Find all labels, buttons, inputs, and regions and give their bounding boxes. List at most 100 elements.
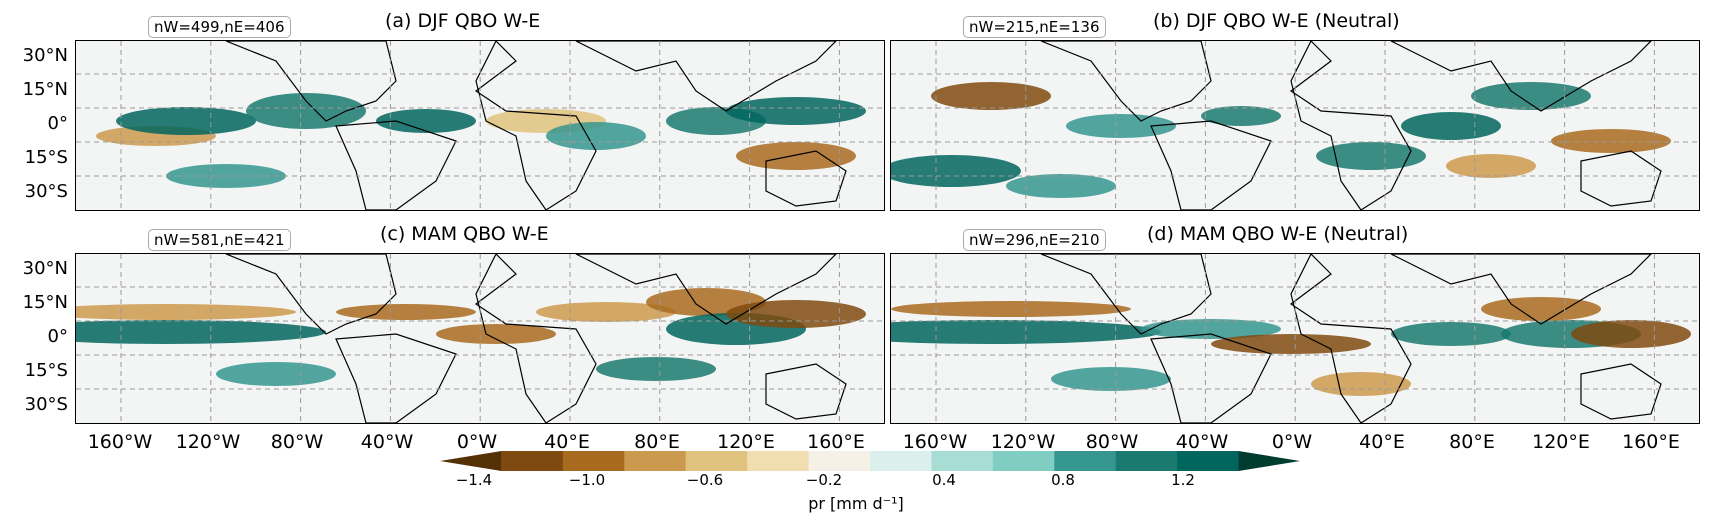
colorbar-segment [1054,451,1117,471]
lon-label: 120°W [990,431,1056,453]
anomaly-blob [1481,297,1601,321]
anomaly-blob [1066,114,1176,138]
sample-count-badge: nW=581,nE=421 [148,229,291,251]
precip-anomaly-map [890,253,1700,424]
anomaly-blob [336,304,476,320]
lat-label: 15°S [24,147,68,168]
lon-label: 120°W [175,431,241,453]
panel-title: (a) DJF QBO W-E [385,10,541,32]
sample-count-badge: nW=296,nE=210 [963,229,1106,251]
lon-label: 120°E [1532,431,1590,453]
anomaly-blob [76,320,326,344]
lat-label: 15°S [24,360,68,381]
anomaly-blob [166,164,286,188]
colorbar-segment [685,451,748,471]
precip-anomaly-map [75,253,885,424]
map-graphic [891,41,1699,210]
lon-label: 40°W [360,431,414,453]
anomaly-blob [931,82,1051,110]
anomaly-blob [1201,106,1281,126]
sample-count-badge: nW=499,nE=406 [148,16,291,38]
coastline [474,254,597,423]
lon-label: 40°E [1359,431,1405,453]
anomaly-blob [596,357,716,381]
anomaly-blob [1211,334,1371,354]
coastline [1289,41,1412,210]
panel-title: (b) DJF QBO W-E (Neutral) [1153,10,1400,32]
map-graphic [76,254,884,423]
anomaly-blob [1391,322,1511,346]
colorbar-segment [1115,451,1178,471]
coastline [1289,254,1412,423]
anomaly-blob [891,301,1131,317]
precip-anomaly-map [890,40,1700,211]
lon-label: 80°W [1085,431,1139,453]
panel-title: (d) MAM QBO W-E (Neutral) [1147,223,1409,245]
lat-label: 30°S [24,181,68,202]
colorbar-tick-label: −0.6 [686,471,724,489]
anomaly-blob [1446,154,1536,178]
lon-label: 80°W [270,431,324,453]
lon-label: 120°E [717,431,775,453]
anomaly-blob [891,155,1021,187]
map-graphic [891,254,1699,423]
colorbar-segment [808,451,871,471]
anomaly-blob [726,97,866,125]
colorbar-segment [931,451,994,471]
anomaly-blob [246,93,366,129]
anomaly-blob [546,122,646,150]
anomaly-blob [216,362,336,386]
map-graphic [76,41,884,210]
anomaly-blob [76,304,296,320]
anomaly-blob [1571,320,1691,348]
lon-label: 160°W [902,431,968,453]
coastline [1040,41,1212,122]
colorbar-tick-label: 1.2 [1171,471,1195,489]
colorbar-tick-label: 0.4 [932,471,956,489]
panel-title: (c) MAM QBO W-E [380,223,549,245]
lat-label: 30°N [22,258,68,279]
coastline [575,254,837,325]
lon-label: 80°E [1449,431,1495,453]
coastline [1390,41,1652,112]
coastline [1580,150,1662,207]
lon-label: 0°W [1271,431,1313,453]
coastline [474,41,597,210]
precip-anomaly-map [75,40,885,211]
anomaly-blob [1311,372,1411,396]
lon-label: 160°E [807,431,865,453]
lon-label: 80°E [634,431,680,453]
lat-label: 30°S [24,394,68,415]
coastline [575,41,837,112]
coastline [1580,363,1662,420]
coastline [335,120,457,210]
colorbar-bar [440,451,1300,471]
anomaly-blob [1551,129,1671,153]
colorbar-segment [992,451,1055,471]
colorbar-segment [870,451,932,471]
colorbar-segment [562,451,625,471]
anomaly-blob [1316,142,1426,170]
anomaly-blob [536,302,676,322]
anomaly-blob [116,107,256,135]
sample-count-badge: nW=215,nE=136 [963,16,1106,38]
lat-label: 0° [47,113,68,134]
coastline [1390,254,1652,325]
anomaly-blob [1006,174,1116,198]
lon-label: 40°W [1175,431,1229,453]
colorbar-tick-label: −0.2 [805,471,843,489]
colorbar-segment [501,451,564,471]
colorbar-segment [747,451,810,471]
anomaly-blob [376,109,476,133]
coastline [1150,120,1272,210]
coastline [335,333,457,423]
lon-label: 160°E [1622,431,1680,453]
anomaly-blob [1141,319,1281,339]
colorbar-segment [440,451,502,471]
lon-label: 40°E [544,431,590,453]
anomaly-blob [1051,367,1171,391]
lat-label: 30°N [22,45,68,66]
anomaly-blob [1471,82,1591,110]
colorbar-tick-label: −1.4 [455,471,493,489]
colorbar-segment [1238,451,1300,471]
